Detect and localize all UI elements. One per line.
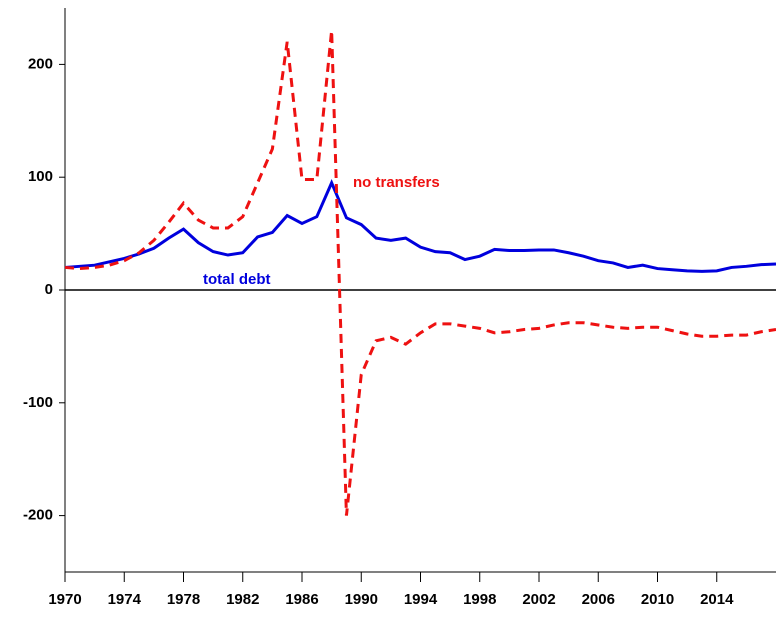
series-line [64, 30, 776, 516]
x-tick-label: 2006 [582, 591, 615, 608]
y-tick-label: -100 [23, 394, 53, 411]
x-tick-label: 2002 [522, 591, 555, 608]
y-tick-label: 100 [28, 168, 53, 185]
x-tick-label: 2010 [641, 591, 674, 608]
series-line [64, 179, 776, 273]
x-tick-label: 1978 [167, 591, 200, 608]
x-tick-label: 1998 [463, 591, 496, 608]
x-tick-label: 1982 [226, 591, 259, 608]
x-tick-label: 1970 [48, 591, 81, 608]
series-label: total debt [203, 271, 271, 288]
x-tick-label: 1990 [345, 591, 378, 608]
series-label: no transfers [353, 174, 440, 191]
x-tick-label: 1986 [285, 591, 318, 608]
x-tick-label: 1994 [404, 591, 438, 608]
y-tick-label: 0 [45, 281, 53, 298]
y-tick-label: -200 [23, 507, 53, 524]
x-tick-label: 1974 [108, 591, 142, 608]
y-tick-label: 200 [28, 55, 53, 72]
x-tick-label: 2014 [700, 591, 734, 608]
